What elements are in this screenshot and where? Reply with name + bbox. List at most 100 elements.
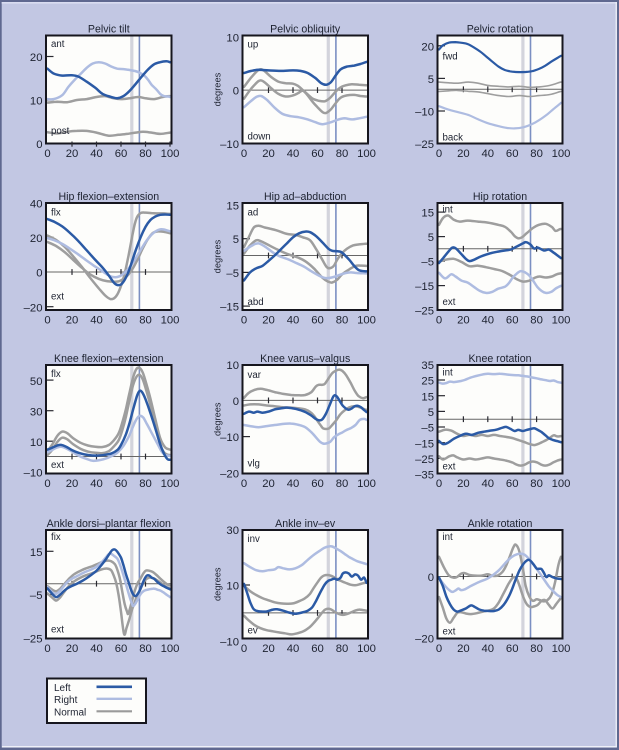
svg-text:ant: ant bbox=[51, 39, 65, 50]
svg-text:0: 0 bbox=[428, 572, 434, 584]
svg-text:80: 80 bbox=[530, 478, 543, 490]
svg-text:ext: ext bbox=[443, 297, 456, 308]
svg-text:100: 100 bbox=[552, 315, 571, 327]
svg-text:15: 15 bbox=[226, 201, 239, 213]
svg-text:100: 100 bbox=[552, 643, 571, 655]
svg-text:100: 100 bbox=[161, 315, 180, 327]
svg-text:80: 80 bbox=[336, 148, 349, 160]
svg-text:20: 20 bbox=[30, 52, 43, 64]
svg-text:0: 0 bbox=[436, 643, 442, 655]
svg-text:80: 80 bbox=[530, 148, 543, 160]
svg-text:ext: ext bbox=[443, 462, 456, 473]
svg-text:40: 40 bbox=[90, 643, 103, 655]
svg-text:–25: –25 bbox=[415, 306, 434, 318]
svg-text:–25: –25 bbox=[415, 454, 434, 466]
svg-text:–20: –20 bbox=[415, 634, 434, 646]
svg-text:15: 15 bbox=[30, 547, 43, 559]
svg-text:–10: –10 bbox=[220, 432, 239, 444]
svg-text:int: int bbox=[443, 368, 454, 379]
svg-text:60: 60 bbox=[115, 315, 128, 327]
svg-text:80: 80 bbox=[139, 643, 152, 655]
svg-text:0: 0 bbox=[44, 315, 50, 327]
svg-text:–15: –15 bbox=[220, 302, 239, 314]
svg-text:Knee varus–valgus: Knee varus–valgus bbox=[260, 353, 350, 365]
svg-text:40: 40 bbox=[287, 148, 300, 160]
svg-text:–15: –15 bbox=[415, 438, 434, 450]
svg-text:20: 20 bbox=[262, 315, 275, 327]
svg-text:100: 100 bbox=[161, 148, 180, 160]
svg-text:fwd: fwd bbox=[443, 52, 458, 63]
svg-text:0: 0 bbox=[233, 396, 239, 408]
svg-text:60: 60 bbox=[311, 643, 324, 655]
svg-text:Pelvic tilt: Pelvic tilt bbox=[88, 23, 130, 35]
svg-text:60: 60 bbox=[115, 643, 128, 655]
svg-text:50: 50 bbox=[30, 376, 43, 388]
svg-text:ext: ext bbox=[51, 625, 64, 636]
svg-text:40: 40 bbox=[482, 643, 495, 655]
svg-text:100: 100 bbox=[357, 643, 376, 655]
svg-text:abd: abd bbox=[248, 297, 264, 308]
svg-text:20: 20 bbox=[66, 315, 79, 327]
svg-text:Hip flexion–extension: Hip flexion–extension bbox=[58, 191, 159, 203]
svg-text:5: 5 bbox=[233, 234, 239, 246]
svg-text:Pelvic obliquity: Pelvic obliquity bbox=[270, 23, 341, 35]
svg-text:20: 20 bbox=[457, 148, 470, 160]
svg-text:5: 5 bbox=[428, 232, 434, 244]
svg-text:0: 0 bbox=[436, 478, 442, 490]
svg-text:up: up bbox=[248, 40, 259, 51]
svg-text:10: 10 bbox=[30, 96, 43, 108]
svg-text:–35: –35 bbox=[415, 470, 434, 482]
svg-text:0: 0 bbox=[241, 148, 247, 160]
svg-text:degrees: degrees bbox=[213, 402, 223, 436]
svg-text:fix: fix bbox=[51, 532, 61, 543]
svg-text:flx: flx bbox=[51, 369, 61, 380]
svg-text:100: 100 bbox=[552, 148, 571, 160]
svg-text:–5: –5 bbox=[226, 268, 239, 280]
svg-text:60: 60 bbox=[115, 478, 128, 490]
svg-text:ext: ext bbox=[443, 627, 456, 638]
svg-text:100: 100 bbox=[357, 315, 376, 327]
svg-text:100: 100 bbox=[552, 478, 571, 490]
svg-text:100: 100 bbox=[357, 148, 376, 160]
svg-text:15: 15 bbox=[421, 391, 434, 403]
svg-text:Pelvic rotation: Pelvic rotation bbox=[467, 23, 534, 35]
svg-text:ext: ext bbox=[51, 292, 64, 303]
svg-text:0: 0 bbox=[44, 148, 50, 160]
svg-text:–10: –10 bbox=[415, 107, 434, 119]
svg-text:20: 20 bbox=[457, 478, 470, 490]
svg-text:40: 40 bbox=[482, 315, 495, 327]
svg-text:100: 100 bbox=[357, 478, 376, 490]
svg-text:0: 0 bbox=[36, 268, 42, 280]
svg-text:vlg: vlg bbox=[248, 459, 260, 470]
svg-text:20: 20 bbox=[457, 315, 470, 327]
svg-text:–20: –20 bbox=[24, 302, 43, 314]
svg-text:Hip ad–abduction: Hip ad–abduction bbox=[264, 191, 347, 203]
svg-text:80: 80 bbox=[139, 148, 152, 160]
svg-text:60: 60 bbox=[115, 148, 128, 160]
svg-text:10: 10 bbox=[226, 581, 239, 593]
svg-text:80: 80 bbox=[530, 643, 543, 655]
svg-text:100: 100 bbox=[161, 643, 180, 655]
svg-text:80: 80 bbox=[139, 315, 152, 327]
svg-text:degrees: degrees bbox=[213, 239, 223, 273]
svg-text:Ankle rotation: Ankle rotation bbox=[468, 518, 533, 530]
svg-text:40: 40 bbox=[287, 478, 300, 490]
svg-text:40: 40 bbox=[287, 643, 300, 655]
svg-text:60: 60 bbox=[506, 148, 519, 160]
svg-text:–15: –15 bbox=[415, 281, 434, 293]
svg-text:Normal: Normal bbox=[54, 707, 86, 718]
svg-text:5: 5 bbox=[428, 74, 434, 86]
svg-text:–5: –5 bbox=[421, 257, 434, 269]
svg-text:20: 20 bbox=[66, 478, 79, 490]
svg-text:0: 0 bbox=[233, 86, 239, 98]
svg-text:inv: inv bbox=[248, 534, 261, 545]
svg-text:5: 5 bbox=[428, 407, 434, 419]
svg-text:25: 25 bbox=[421, 376, 434, 388]
svg-text:60: 60 bbox=[506, 315, 519, 327]
svg-text:10: 10 bbox=[30, 437, 43, 449]
svg-text:–5: –5 bbox=[30, 590, 43, 602]
svg-text:Left: Left bbox=[54, 683, 71, 694]
svg-text:0: 0 bbox=[44, 643, 50, 655]
svg-text:0: 0 bbox=[436, 148, 442, 160]
svg-text:40: 40 bbox=[482, 148, 495, 160]
